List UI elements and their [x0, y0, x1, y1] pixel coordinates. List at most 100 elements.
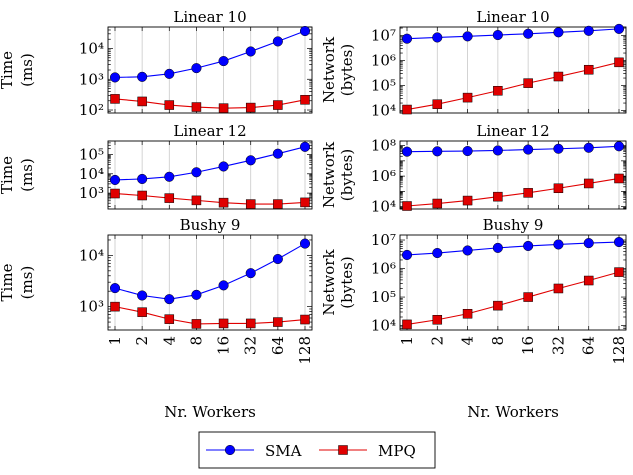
- y-axis-label: Network: [320, 141, 338, 208]
- x-tick-label: 64: [580, 336, 598, 355]
- data-point: [614, 173, 624, 184]
- x-tick-label: 16: [215, 336, 233, 355]
- x-tick-label: 128: [296, 336, 314, 365]
- x-tick-label: 8: [187, 336, 205, 346]
- y-axis-label: Time: [0, 156, 16, 194]
- data-point: [300, 314, 310, 325]
- data-point: [492, 29, 503, 41]
- data-point: [164, 294, 175, 305]
- series-sma: [109, 141, 311, 185]
- data-point: [245, 199, 256, 209]
- data-point: [245, 46, 256, 57]
- y-tick-label: 10⁶: [371, 167, 396, 185]
- plot-frame: [399, 26, 627, 114]
- data-point: [462, 31, 473, 42]
- data-point: [273, 100, 283, 110]
- y-tick-label: 10⁴: [79, 40, 104, 58]
- data-point: [164, 171, 175, 182]
- chart-title: Bushy 9: [180, 216, 241, 234]
- data-point: [164, 68, 175, 79]
- data-point: [553, 283, 564, 294]
- y-axis-label: Network: [320, 36, 338, 103]
- y-tick-label: 10⁴: [79, 165, 104, 183]
- data-point: [613, 23, 625, 34]
- y-axis-label: (bytes): [338, 44, 356, 96]
- data-point: [523, 28, 534, 39]
- data-point: [583, 238, 594, 249]
- data-point: [583, 142, 594, 153]
- series-mpq: [402, 57, 624, 115]
- y-tick-label: 10⁵: [371, 77, 396, 95]
- data-point: [300, 95, 310, 105]
- data-point: [218, 197, 229, 208]
- legend-marker: [338, 445, 348, 455]
- data-point: [191, 319, 202, 329]
- series-mpq: [402, 267, 624, 330]
- x-tick-label: 1: [398, 336, 416, 346]
- plot-frame: [399, 234, 627, 331]
- data-point: [273, 199, 283, 209]
- data-point: [109, 174, 121, 185]
- data-point: [523, 144, 534, 155]
- x-tick-label: 2: [133, 336, 151, 346]
- series-sma: [401, 236, 625, 260]
- chart-panel-6: 10⁴ 10⁵ 10⁶ 10⁷ Bushy 9 Network (bytes) 1 2 4 8 16 3…: [320, 216, 628, 421]
- plot-frame: [107, 26, 313, 114]
- data-point: [401, 249, 413, 260]
- x-axis-label: Nr. Workers: [164, 403, 256, 421]
- x-tick-label: 4: [160, 336, 178, 346]
- plot-frame: [107, 234, 313, 331]
- data-point: [137, 190, 147, 201]
- data-point: [245, 102, 256, 113]
- data-point: [109, 283, 121, 294]
- y-tick-label: 10⁵: [79, 145, 104, 163]
- x-tick-label: 32: [549, 336, 567, 355]
- series-mpq: [110, 94, 310, 113]
- data-point: [492, 145, 503, 156]
- data-point: [245, 155, 256, 166]
- data-point: [272, 36, 283, 47]
- y-axis-label: (ms): [18, 53, 36, 87]
- data-point: [218, 161, 229, 172]
- y-tick-label: 10³: [79, 70, 104, 88]
- data-point: [432, 32, 443, 43]
- series-line: [406, 241, 620, 256]
- y-axis-label: (bytes): [338, 149, 356, 201]
- series-sma: [401, 23, 625, 44]
- data-point: [432, 99, 443, 109]
- data-point: [110, 301, 120, 312]
- data-point: [432, 198, 443, 209]
- data-point: [299, 238, 311, 249]
- data-point: [137, 96, 147, 107]
- y-axis-label: Time: [0, 263, 16, 301]
- x-tick-label: 128: [610, 336, 628, 365]
- data-point: [164, 314, 175, 324]
- data-point: [462, 308, 473, 319]
- legend-label: MPQ: [378, 442, 416, 460]
- y-tick-label: 10³: [79, 298, 104, 316]
- data-point: [191, 195, 202, 206]
- series-mpq: [110, 188, 310, 209]
- data-point: [523, 78, 533, 88]
- data-point: [523, 292, 533, 302]
- y-axis-label: (bytes): [338, 256, 356, 308]
- y-axis-label: (ms): [18, 266, 36, 300]
- x-tick-label: 1: [106, 336, 124, 346]
- data-point: [553, 239, 564, 250]
- data-point: [493, 86, 503, 96]
- data-point: [191, 289, 202, 300]
- data-point: [432, 315, 443, 325]
- series-line: [406, 28, 620, 40]
- legend-marker: [224, 444, 236, 456]
- y-tick-label: 10⁶: [371, 52, 396, 70]
- series-line: [406, 61, 620, 111]
- data-point: [432, 247, 443, 259]
- data-point: [492, 242, 503, 253]
- data-point: [401, 146, 413, 157]
- legend-label: SMA: [265, 442, 302, 460]
- data-point: [109, 72, 121, 83]
- series-sma: [401, 141, 625, 157]
- y-tick-label: 10³: [79, 184, 104, 202]
